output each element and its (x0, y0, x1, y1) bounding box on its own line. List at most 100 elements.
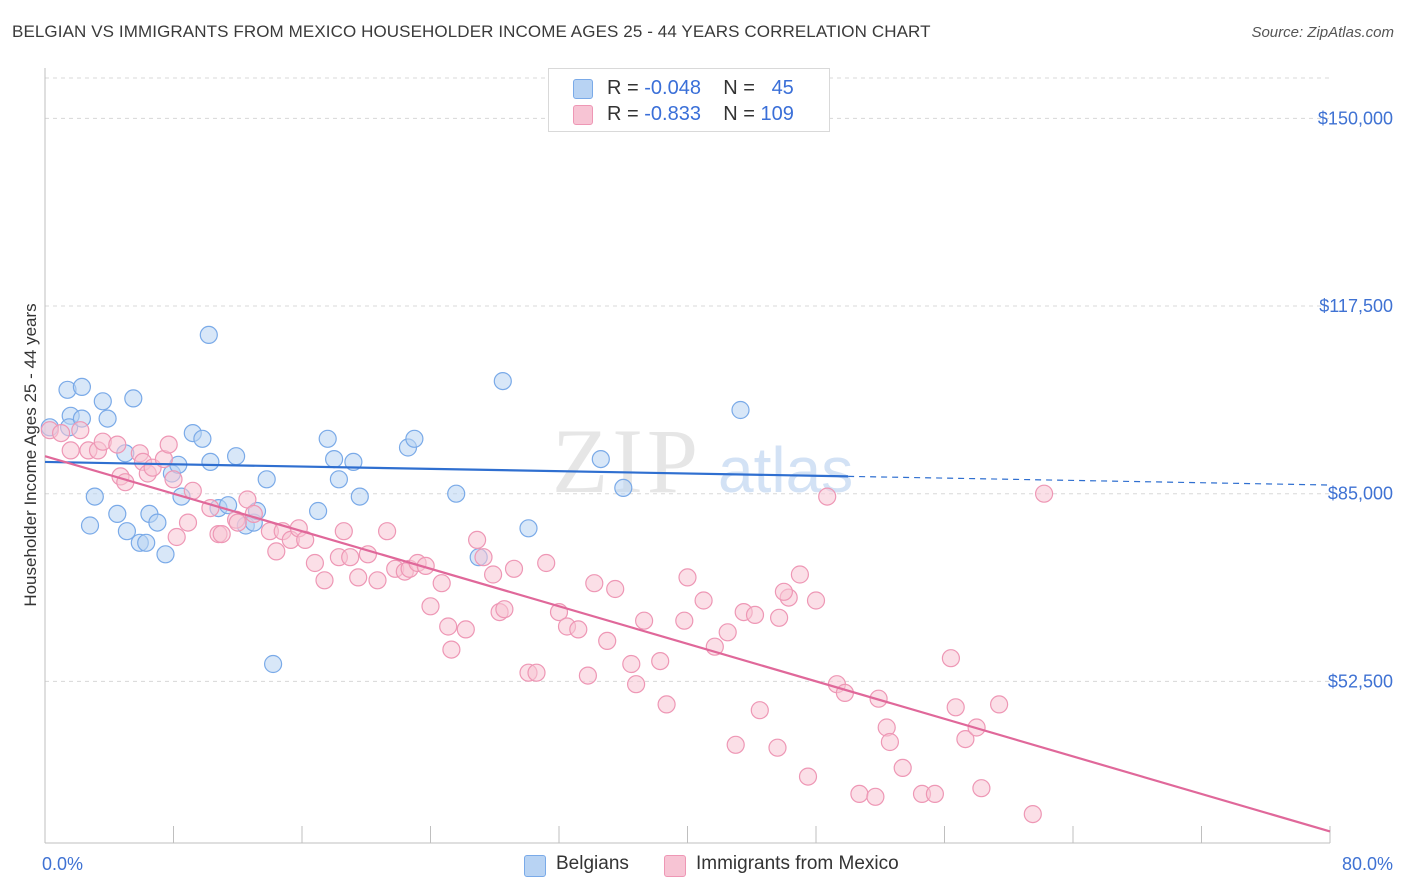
mexico-point (598, 631, 617, 651)
belgians-point (731, 400, 750, 420)
mexico-point (315, 571, 334, 590)
mexico-trend-line (44, 455, 1331, 833)
mexico-point (578, 666, 598, 685)
mexico-point (334, 522, 353, 541)
belgians-point (519, 519, 538, 538)
mexico-point (51, 424, 71, 443)
mexico-point (678, 568, 697, 587)
mexico-point (956, 729, 975, 749)
belgians-point (405, 429, 424, 448)
mexico-point (866, 787, 885, 806)
y-tick-label: $150,000 (1318, 108, 1393, 128)
mexico-point (626, 675, 646, 694)
belgians-point (309, 501, 328, 521)
mexico-point (893, 758, 912, 778)
mexico-point (178, 513, 198, 532)
mexico-point (167, 527, 186, 547)
belgians-point (148, 513, 167, 532)
y-tick-label: $52,500 (1328, 671, 1393, 691)
mexico-point (468, 530, 487, 550)
mexico-point (456, 620, 475, 639)
mexico-point (1034, 484, 1054, 503)
grid (45, 77, 1330, 682)
mexico-point (606, 579, 625, 599)
belgians-point (98, 409, 117, 428)
belgians-point (80, 516, 100, 535)
trend-lines (44, 455, 1331, 833)
belgians-point (318, 429, 337, 448)
source-label: Source: ZipAtlas.com (1251, 24, 1394, 41)
mexico-point (164, 470, 183, 489)
mexico-point (527, 663, 546, 682)
belgians-trend-line (44, 460, 849, 478)
belgians-point (257, 470, 276, 489)
mexico-point (228, 513, 247, 532)
y-tick-labels: $52,500 $85,000 $117,500 $150,000 (1318, 108, 1393, 691)
mexico-point (941, 649, 961, 668)
legend-r-label: R = (607, 77, 639, 99)
mexico-point (159, 435, 178, 454)
mexico-point (925, 784, 945, 804)
mexico-point (569, 620, 588, 639)
mexico-point (769, 608, 789, 627)
legend-n-value: 109 (760, 103, 794, 125)
series-mexico-points (40, 421, 1054, 824)
legend-r-value: -0.833 (644, 103, 701, 125)
mexico-point (495, 600, 514, 619)
chart-title: BELGIAN VS IMMIGRANTS FROM MEXICO HOUSEH… (12, 22, 931, 41)
mexico-point (504, 559, 524, 578)
legend-label-belgians: Belgians (556, 853, 629, 874)
belgians-point (108, 504, 127, 524)
mexico-point (790, 565, 810, 584)
belgians-point (117, 522, 137, 541)
mexico-point (421, 597, 440, 616)
mexico-point (267, 542, 286, 561)
mexico-point (880, 732, 900, 752)
y-tick-label: $117,500 (1319, 296, 1393, 316)
belgians-point (344, 452, 363, 471)
mexico-point (378, 522, 397, 541)
belgians-point (124, 389, 143, 408)
belgians-point (137, 533, 156, 552)
belgians-point (199, 325, 218, 344)
mexico-point (694, 591, 713, 610)
mexico-point (349, 568, 368, 587)
mexico-point (850, 784, 869, 804)
legend-r-label: R = (607, 103, 639, 125)
belgians-point (350, 487, 369, 506)
mexico-point (806, 591, 826, 610)
mexico-point (972, 779, 991, 798)
legend-label-mexico: Immigrants from Mexico (696, 853, 899, 874)
mexico-point (71, 421, 90, 440)
axes (44, 68, 1331, 844)
belgians-point (264, 654, 283, 674)
belgians-point (156, 545, 175, 564)
belgians-point (227, 447, 246, 466)
mexico-point (768, 738, 787, 757)
mexico-point (341, 548, 360, 567)
mexico-point (61, 441, 80, 460)
belgians-point (201, 452, 220, 471)
mexico-point (432, 574, 451, 593)
legend-r-value: -0.048 (644, 77, 701, 99)
mexico-point (675, 611, 694, 630)
y-axis-label: Householder Income Ages 25 - 44 years (21, 303, 40, 606)
belgians-point (614, 478, 633, 497)
mexico-point (774, 582, 794, 601)
legend-swatch-belgians (573, 79, 593, 99)
belgians-point (447, 484, 466, 503)
legend-swatch-mexico (664, 855, 686, 877)
legend-n-value: 45 (771, 77, 794, 99)
mexico-point (305, 553, 324, 573)
belgians-point (85, 487, 104, 506)
x-tick-label: 0.0% (42, 854, 83, 874)
legend-n-label: N = (723, 103, 755, 125)
belgians-point (329, 470, 348, 489)
x-tick-labels: 0.0% 80.0% (42, 854, 1393, 874)
legend-swatch-belgians (524, 855, 546, 877)
mexico-point (537, 553, 556, 573)
belgians-point (72, 377, 92, 396)
belgians-trend-extension (848, 475, 1331, 486)
mexico-point (585, 574, 604, 593)
series-legend: Belgians Immigrants from Mexico (0, 852, 1406, 878)
